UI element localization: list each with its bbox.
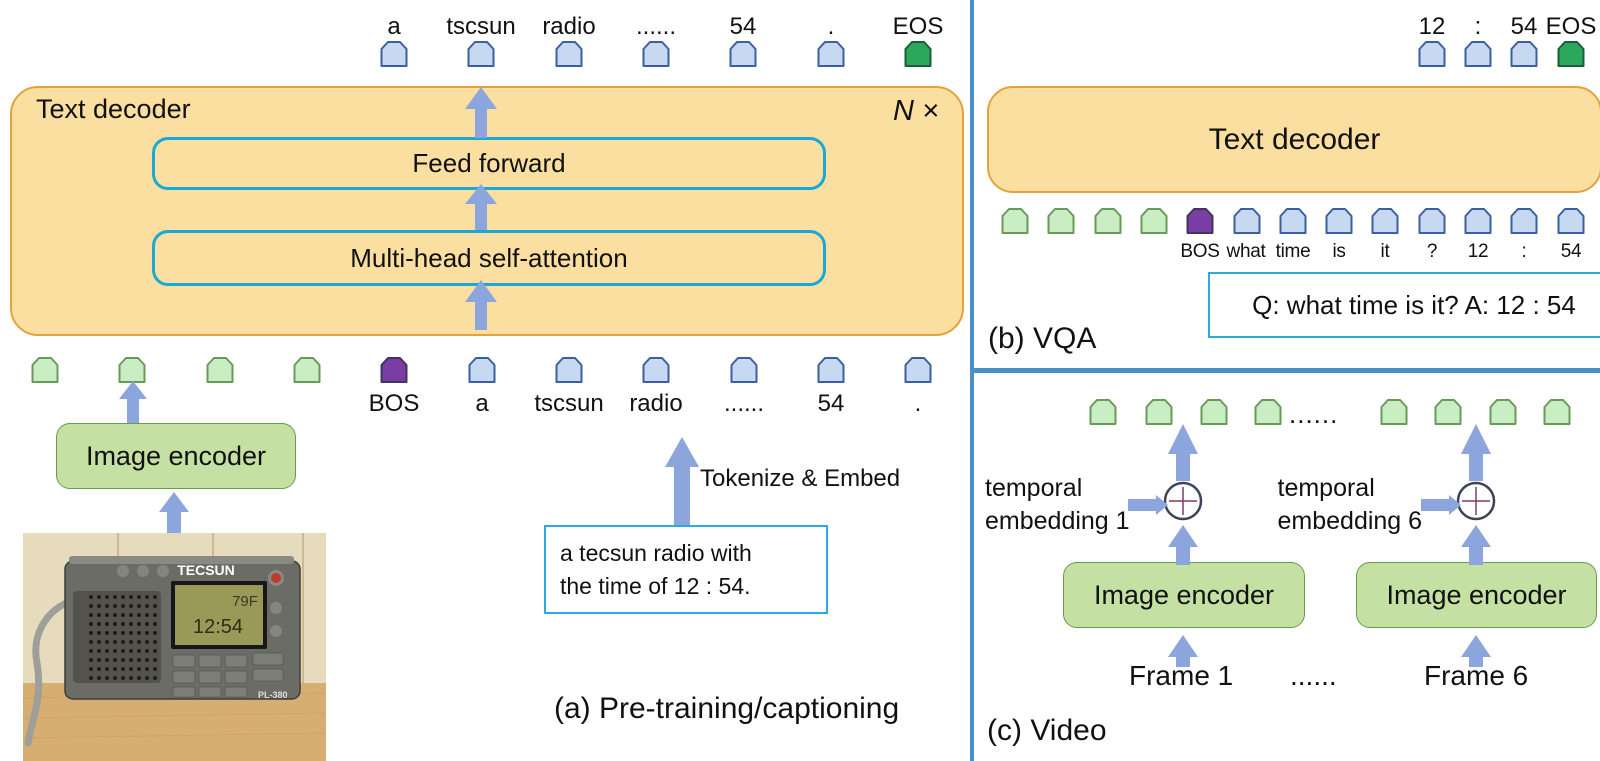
svg-text:79F: 79F bbox=[232, 593, 258, 610]
svg-text:PL-380: PL-380 bbox=[258, 690, 288, 700]
svg-text:TECSUN: TECSUN bbox=[177, 562, 235, 578]
svg-text:12:54: 12:54 bbox=[193, 616, 243, 638]
